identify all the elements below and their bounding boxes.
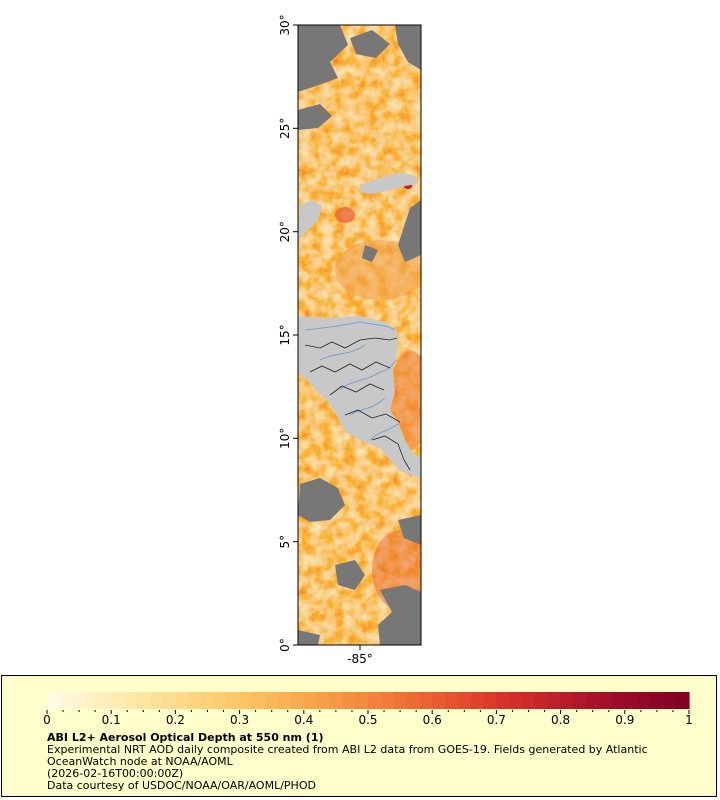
legend-swatch: [393, 692, 408, 709]
legend-swatch: [124, 692, 138, 709]
legend-swatch: [457, 692, 472, 709]
legend-description-line-2: OceanWatch node at NOAA/AOML: [47, 755, 233, 768]
legend-swatch: [201, 692, 215, 709]
legend-swatch: [380, 692, 395, 709]
legend-swatch: [252, 692, 266, 709]
legend-swatch: [278, 692, 292, 709]
lat-ticks: [293, 24, 361, 650]
legend-swatch: [483, 692, 497, 709]
legend-swatch: [85, 692, 99, 709]
legend-swatch: [213, 692, 228, 709]
lat-label-0: 0°: [278, 638, 292, 652]
legend-swatch: [445, 692, 459, 709]
legend-swatch: [611, 692, 626, 709]
legend-swatch: [72, 692, 87, 709]
legend-date: (2026-02-16T00:00:00Z): [47, 767, 184, 780]
legend-swatch: [368, 692, 382, 709]
lat-label-20: 20°: [278, 221, 292, 242]
legend-colorbar: [47, 692, 690, 709]
legend-swatch: [188, 692, 202, 709]
legend-tick-label: 0: [43, 713, 51, 727]
legend-swatch: [496, 692, 510, 709]
legend-swatch: [586, 692, 600, 709]
legend-swatch: [98, 692, 112, 709]
legend-swatch: [624, 692, 639, 709]
legend-ticks: 0 0.1 0.2 0.3 0.4 0.5 0.6 0.7 0.8 0.9 1: [43, 710, 693, 727]
borders: [304, 337, 411, 471]
legend-tick-label: 0.3: [230, 713, 249, 727]
legend-swatch: [342, 692, 356, 709]
legend-tick-label: 0.1: [102, 713, 121, 727]
legend-tick-label: 0.7: [487, 713, 506, 727]
legend-swatch: [355, 692, 369, 709]
lat-label-25: 25°: [278, 118, 292, 139]
legend-swatch: [534, 692, 549, 709]
lat-label-5: 5°: [278, 535, 292, 549]
lat-label-30: 30°: [278, 14, 292, 35]
legend-swatch: [599, 692, 613, 709]
legend-credit: Data courtesy of USDOC/NOAA/OAR/AOML/PHO…: [47, 779, 316, 792]
legend-swatch: [47, 692, 61, 709]
lat-label-15: 15°: [278, 324, 292, 345]
legend-swatch: [509, 692, 523, 709]
legend-swatch: [239, 692, 254, 709]
legend-swatch: [676, 692, 690, 709]
rivers: [304, 321, 399, 441]
legend-description-line-1: Experimental NRT AOD daily composite cre…: [47, 743, 648, 756]
legend-swatch: [265, 692, 279, 709]
lon-label-minus85: -85°: [347, 652, 373, 666]
legend-tick-label: 0.4: [294, 713, 313, 727]
legend-swatch: [432, 692, 446, 709]
legend-swatch: [547, 692, 562, 709]
legend-swatch: [149, 692, 164, 709]
legend-swatch: [470, 692, 485, 709]
legend-swatch: [111, 692, 125, 709]
legend-title: ABI L2+ Aerosol Optical Depth at 550 nm …: [47, 731, 324, 744]
legend-swatch: [175, 692, 189, 709]
legend-swatch: [637, 692, 652, 709]
legend-swatch: [663, 692, 677, 709]
legend-tick-label: 0.5: [358, 713, 377, 727]
lat-label-10: 10°: [278, 428, 292, 449]
legend-swatch: [290, 692, 305, 709]
legend-swatch: [316, 692, 331, 709]
legend-swatch: [406, 692, 420, 709]
legend-tick-label: 1: [685, 713, 693, 727]
legend-swatch: [303, 692, 318, 709]
no-data-regions: [298, 25, 421, 645]
legend-tick-label: 0.8: [551, 713, 570, 727]
land-island: [360, 172, 418, 194]
legend-swatch: [419, 692, 433, 709]
legend-swatch: [522, 692, 536, 709]
legend-tick-label: 0.6: [423, 713, 442, 727]
legend-swatch: [59, 692, 74, 709]
legend-swatch: [329, 692, 343, 709]
legend-swatch: [226, 692, 241, 709]
legend-swatch: [136, 692, 151, 709]
legend-tick-label: 0.2: [166, 713, 185, 727]
legend-swatch: [650, 692, 664, 709]
aod-map: 0° 5° 10° 15° 20° 25° 30° -85°: [278, 14, 422, 666]
legend-swatch: [560, 692, 575, 709]
legend-swatch: [573, 692, 587, 709]
legend-tick-label: 0.9: [615, 713, 634, 727]
legend-swatch: [162, 692, 176, 709]
